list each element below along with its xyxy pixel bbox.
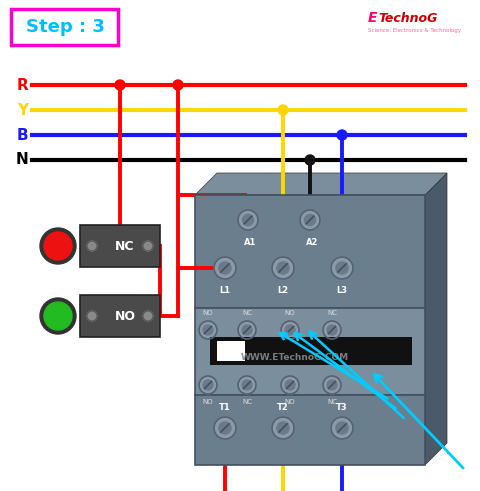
FancyBboxPatch shape xyxy=(194,308,424,395)
Text: TechnoG: TechnoG xyxy=(377,11,436,25)
Text: T2: T2 xyxy=(276,403,288,412)
Circle shape xyxy=(304,215,315,225)
Text: NC: NC xyxy=(326,399,336,405)
Text: NC: NC xyxy=(115,240,134,252)
Circle shape xyxy=(203,325,213,335)
Text: A2: A2 xyxy=(305,238,318,247)
Circle shape xyxy=(285,380,294,390)
Circle shape xyxy=(271,257,293,279)
Circle shape xyxy=(214,417,236,439)
Circle shape xyxy=(199,376,216,394)
FancyBboxPatch shape xyxy=(194,395,424,465)
Circle shape xyxy=(323,376,340,394)
Text: NC: NC xyxy=(241,399,252,405)
Circle shape xyxy=(280,376,299,394)
Circle shape xyxy=(238,376,255,394)
Circle shape xyxy=(271,417,293,439)
Circle shape xyxy=(44,232,72,260)
Text: Step : 3: Step : 3 xyxy=(25,18,104,36)
FancyBboxPatch shape xyxy=(80,295,160,337)
Text: L3: L3 xyxy=(336,286,347,295)
Circle shape xyxy=(323,321,340,339)
FancyBboxPatch shape xyxy=(80,225,160,267)
Text: NO: NO xyxy=(284,399,295,405)
FancyBboxPatch shape xyxy=(210,337,411,365)
Circle shape xyxy=(285,325,294,335)
Circle shape xyxy=(40,228,76,264)
Circle shape xyxy=(242,215,253,225)
Circle shape xyxy=(238,321,255,339)
Circle shape xyxy=(300,210,319,230)
Text: NC: NC xyxy=(326,310,336,316)
Text: NO: NO xyxy=(202,399,213,405)
Circle shape xyxy=(218,422,230,434)
Circle shape xyxy=(143,311,153,321)
Text: N: N xyxy=(15,153,28,167)
Circle shape xyxy=(40,298,76,334)
Text: Science, Electronics & Technology: Science, Electronics & Technology xyxy=(367,27,460,32)
Circle shape xyxy=(326,380,336,390)
Circle shape xyxy=(335,422,348,434)
Circle shape xyxy=(199,321,216,339)
Text: A1: A1 xyxy=(243,238,256,247)
Circle shape xyxy=(280,321,299,339)
Circle shape xyxy=(336,130,346,140)
Circle shape xyxy=(276,422,288,434)
Text: Y: Y xyxy=(17,103,28,117)
Circle shape xyxy=(143,241,153,251)
Circle shape xyxy=(87,311,97,321)
Circle shape xyxy=(218,262,230,274)
Text: T1: T1 xyxy=(219,403,230,412)
Circle shape xyxy=(335,262,348,274)
Polygon shape xyxy=(424,173,446,465)
Text: R: R xyxy=(16,78,28,92)
FancyBboxPatch shape xyxy=(194,195,424,308)
Text: WWW.ETechnoG.COM: WWW.ETechnoG.COM xyxy=(240,354,348,362)
Circle shape xyxy=(304,155,314,165)
Circle shape xyxy=(241,325,252,335)
Circle shape xyxy=(238,210,257,230)
Circle shape xyxy=(330,257,352,279)
Text: T3: T3 xyxy=(336,403,347,412)
Polygon shape xyxy=(194,173,446,195)
Circle shape xyxy=(173,80,182,90)
Text: L1: L1 xyxy=(219,286,230,295)
Circle shape xyxy=(87,241,97,251)
Text: NO: NO xyxy=(202,310,213,316)
Circle shape xyxy=(115,80,125,90)
Circle shape xyxy=(276,262,288,274)
Circle shape xyxy=(330,417,352,439)
Text: NC: NC xyxy=(241,310,252,316)
FancyBboxPatch shape xyxy=(216,341,244,361)
Circle shape xyxy=(277,105,288,115)
Text: NO: NO xyxy=(114,309,135,323)
Text: L2: L2 xyxy=(277,286,288,295)
Text: E: E xyxy=(367,11,377,25)
Text: B: B xyxy=(16,128,28,142)
Circle shape xyxy=(241,380,252,390)
Circle shape xyxy=(203,380,213,390)
Text: NO: NO xyxy=(284,310,295,316)
Circle shape xyxy=(326,325,336,335)
Circle shape xyxy=(44,302,72,330)
Circle shape xyxy=(214,257,236,279)
FancyBboxPatch shape xyxy=(11,9,118,45)
